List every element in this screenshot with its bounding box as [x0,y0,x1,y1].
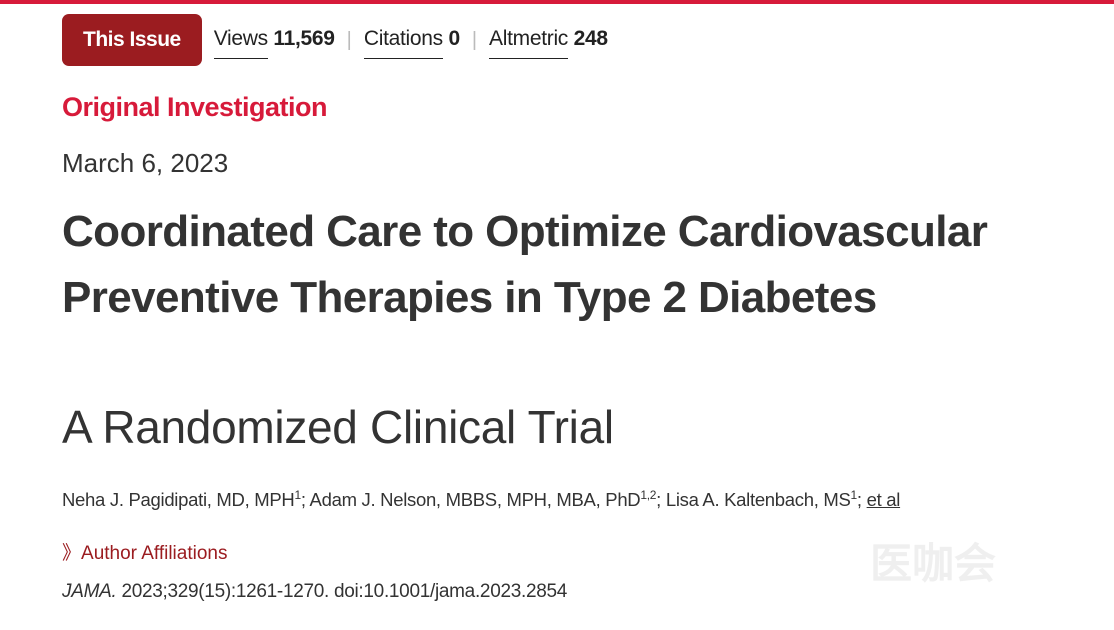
watermark-logo: 医咖会 [870,540,997,587]
views-metric[interactable]: Views 11,569 [213,27,335,59]
divider: | [346,28,352,51]
top-accent-bar [0,0,1114,4]
et-al-link[interactable]: et al [866,489,901,511]
article-type: Original Investigation [62,92,328,122]
article-subtitle: A Randomized Clinical Trial [62,401,614,453]
affiliation-ref: 1 [850,488,858,502]
citation-details: 2023;329(15):1261-1270. doi:10.1001/jama… [121,581,568,602]
affiliation-ref: 1 [294,488,302,502]
this-issue-button[interactable]: This Issue [62,14,202,66]
author-affiliations-toggle[interactable]: 》Author Affiliations [62,543,228,564]
journal-name: JAMA. [62,581,117,602]
article-title: Coordinated Care to Optimize Cardiovascu… [62,207,988,322]
altmetric-metric[interactable]: Altmetric 248 [489,27,608,59]
double-chevron-right-icon: 》 [62,543,82,564]
author-list: Neha J. Pagidipati, MD, MPH1; Adam J. Ne… [62,488,901,511]
affiliation-ref: 1,2 [640,488,657,502]
author[interactable]: Adam J. Nelson, MBBS, MPH, MBA, PhD [309,489,641,511]
author[interactable]: Neha J. Pagidipati, MD, MPH [62,489,295,511]
citations-metric[interactable]: Citations 0 [363,27,460,59]
author[interactable]: Lisa A. Kaltenbach, MS [665,489,851,511]
publication-date: March 6, 2023 [62,148,229,178]
divider: | [471,28,478,51]
citation: JAMA. 2023;329(15):1261-1270. doi:10.100… [62,581,567,603]
article-metrics-bar: This Issue Views 11,569 | Citations 0 | … [62,14,608,66]
